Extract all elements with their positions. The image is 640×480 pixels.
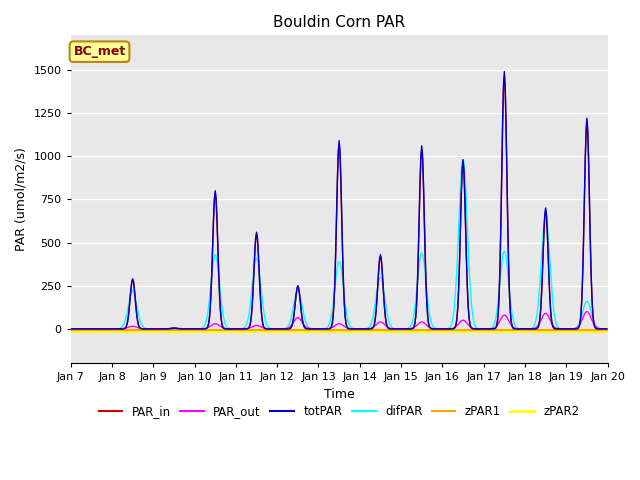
Text: BC_met: BC_met — [74, 45, 125, 58]
Legend: PAR_in, PAR_out, totPAR, difPAR, zPAR1, zPAR2: PAR_in, PAR_out, totPAR, difPAR, zPAR1, … — [94, 401, 584, 423]
X-axis label: Time: Time — [324, 388, 355, 401]
Title: Bouldin Corn PAR: Bouldin Corn PAR — [273, 15, 405, 30]
Y-axis label: PAR (umol/m2/s): PAR (umol/m2/s) — [15, 147, 28, 252]
